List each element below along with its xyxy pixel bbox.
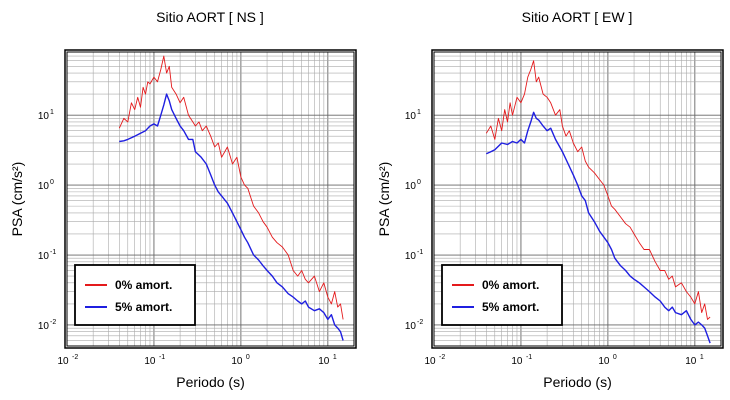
x-tick-label: 10: [144, 356, 156, 367]
chart-panel-ew: Sitio AORT [ EW ]10 -2 10 -1 10 0 10 110 -210 -11…: [376, 9, 724, 390]
chart-title: Sitio AORT [ EW ]: [522, 9, 633, 25]
plot-area: [433, 51, 722, 347]
y-tick-exponent: 0: [417, 179, 421, 186]
x-tick-label: 10: [424, 356, 436, 367]
tick-labels: 10 -2 10 -1 10 0 10 110 -210 -110 010 1: [38, 109, 337, 367]
series-line: [119, 93, 344, 341]
x-tick-label: 10: [598, 356, 610, 367]
y-tick-label: 10: [405, 111, 417, 122]
x-tick-exponent: -2: [72, 354, 78, 361]
x-tick-exponent: -2: [439, 354, 445, 361]
y-tick-label: 10: [405, 181, 417, 192]
y-tick-label: 10: [38, 111, 50, 122]
y-tick-exponent: -2: [50, 319, 56, 326]
y-tick-exponent: -1: [417, 249, 423, 256]
y-axis-label: PSA (cm/s²): [376, 162, 392, 237]
frame-outer: [64, 49, 357, 349]
plot-area: [66, 51, 355, 347]
y-tick-exponent: 0: [50, 179, 54, 186]
y-tick-label: 10: [38, 251, 50, 262]
x-axis-label: Periodo (s): [176, 374, 244, 390]
y-tick-exponent: 1: [417, 109, 421, 116]
x-tick-exponent: 0: [613, 354, 617, 361]
frame-outer: [431, 49, 724, 349]
x-tick-label: 10: [685, 356, 697, 367]
x-tick-label: 10: [318, 356, 330, 367]
x-tick-exponent: -1: [526, 354, 532, 361]
y-axis-label: PSA (cm/s²): [9, 162, 25, 237]
x-tick-exponent: -1: [159, 354, 165, 361]
series-line: [486, 111, 711, 344]
y-tick-label: 10: [405, 251, 417, 262]
x-tick-label: 10: [511, 356, 523, 367]
y-tick-exponent: 1: [50, 109, 54, 116]
y-tick-label: 10: [405, 321, 417, 332]
legend: 0% amort. 5% amort.: [441, 264, 563, 326]
legend-label: 0% amort.: [115, 278, 172, 292]
x-tick-exponent: 0: [246, 354, 250, 361]
tick-labels: 10 -2 10 -1 10 0 10 110 -210 -110 010 1: [405, 109, 704, 367]
legend-box: [74, 264, 196, 326]
x-tick-exponent: 1: [333, 354, 337, 361]
legend-label: 0% amort.: [482, 278, 539, 292]
grid: [66, 51, 355, 347]
x-axis-label: Periodo (s): [543, 374, 611, 390]
x-tick-label: 10: [57, 356, 69, 367]
x-tick-exponent: 1: [700, 354, 704, 361]
series-line: [118, 55, 344, 320]
chart-title: Sitio AORT [ NS ]: [156, 9, 264, 25]
legend: 0% amort. 5% amort.: [74, 264, 196, 326]
y-tick-label: 10: [38, 321, 50, 332]
chart-panel-ns: Sitio AORT [ NS ]10 -2 10 -1 10 0 10 110 -210 -11…: [9, 9, 357, 390]
legend-label: 5% amort.: [115, 300, 172, 314]
legend-box: [441, 264, 563, 326]
y-tick-exponent: -2: [417, 319, 423, 326]
legend-label: 5% amort.: [482, 300, 539, 314]
series-line: [485, 60, 711, 320]
x-tick-label: 10: [231, 356, 243, 367]
y-tick-label: 10: [38, 181, 50, 192]
y-tick-exponent: -1: [50, 249, 56, 256]
